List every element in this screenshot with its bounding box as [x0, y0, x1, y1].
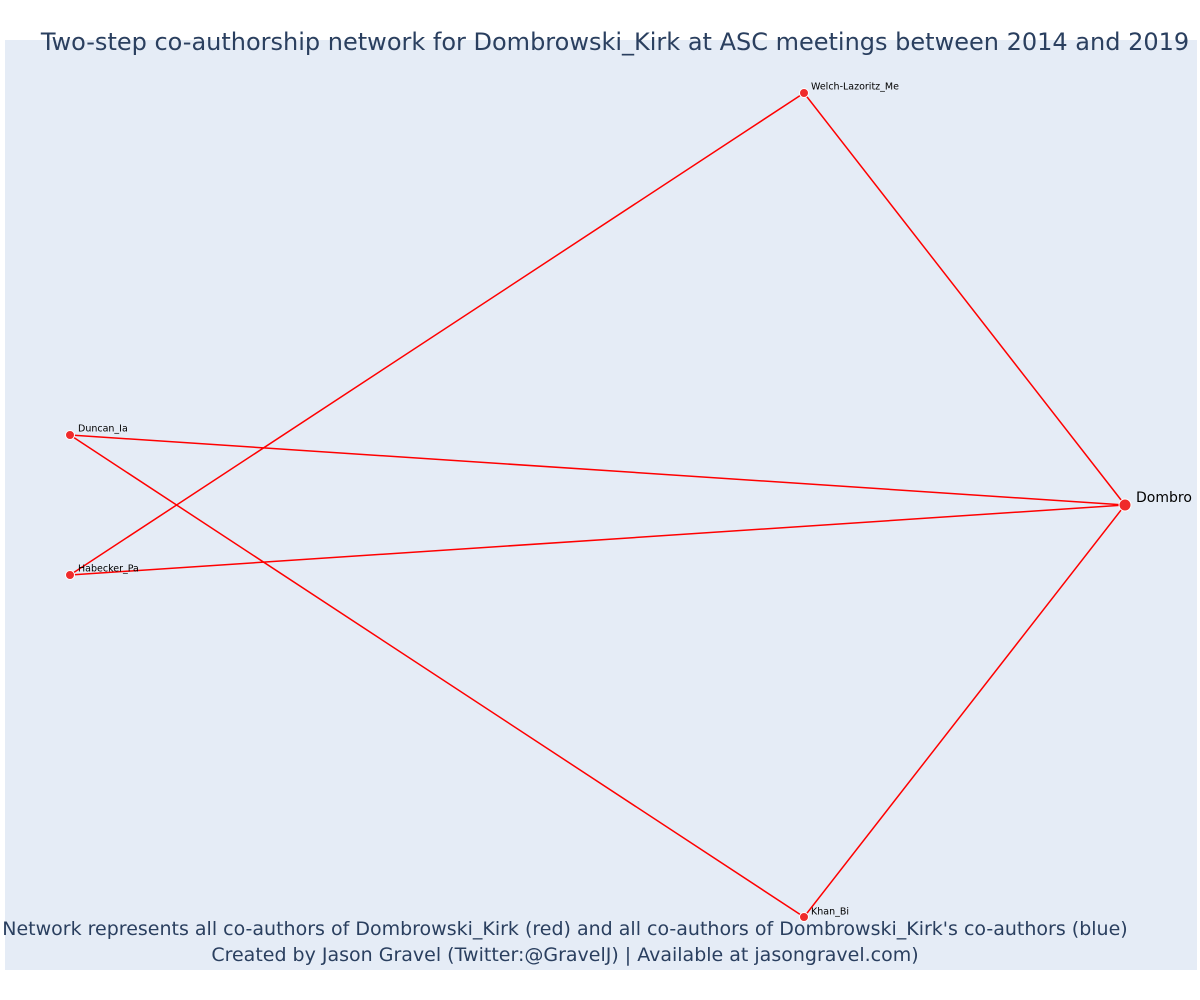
node-label-Welch-Lazoritz_Me: Welch-Lazoritz_Me [811, 82, 899, 93]
node-Habecker_Pa[interactable] [65, 570, 75, 580]
edge-Dombrowski_Kirk-Welch-Lazoritz_Me [803, 92, 1126, 506]
node-Khan_Bi[interactable] [799, 912, 809, 922]
node-Duncan_Ia[interactable] [65, 430, 75, 440]
edge-Welch-Lazoritz_Me-Habecker_Pa [69, 92, 805, 576]
node-label-Duncan_Ia: Duncan_Ia [78, 424, 128, 435]
node-label-Habecker_Pa: Habecker_Pa [78, 564, 139, 575]
node-label-Dombrowski_Kirk: Dombro [1136, 490, 1192, 506]
node-Welch-Lazoritz_Me[interactable] [799, 88, 809, 98]
caption-credit: Created by Jason Gravel (Twitter:@Gravel… [211, 944, 919, 966]
edges [69, 92, 1126, 918]
caption-description: Network represents all co-authors of Dom… [2, 918, 1128, 940]
node-Dombrowski_Kirk[interactable] [1118, 498, 1132, 512]
nodes: Dombro Welch-Lazoritz_Me Duncan_Ia Habecker… [65, 82, 1192, 922]
edge-Dombrowski_Kirk-Habecker_Pa [69, 504, 1126, 576]
edge-Dombrowski_Kirk-Duncan_Ia [69, 434, 1126, 506]
chart-title: Two-step co-authorship network for Dombr… [40, 28, 1190, 56]
edge-Duncan_Ia-Khan_Bi [69, 434, 805, 918]
plot-background [5, 40, 1197, 970]
node-label-Khan_Bi: Khan_Bi [811, 907, 849, 918]
edge-Dombrowski_Kirk-Khan_Bi [803, 504, 1126, 918]
